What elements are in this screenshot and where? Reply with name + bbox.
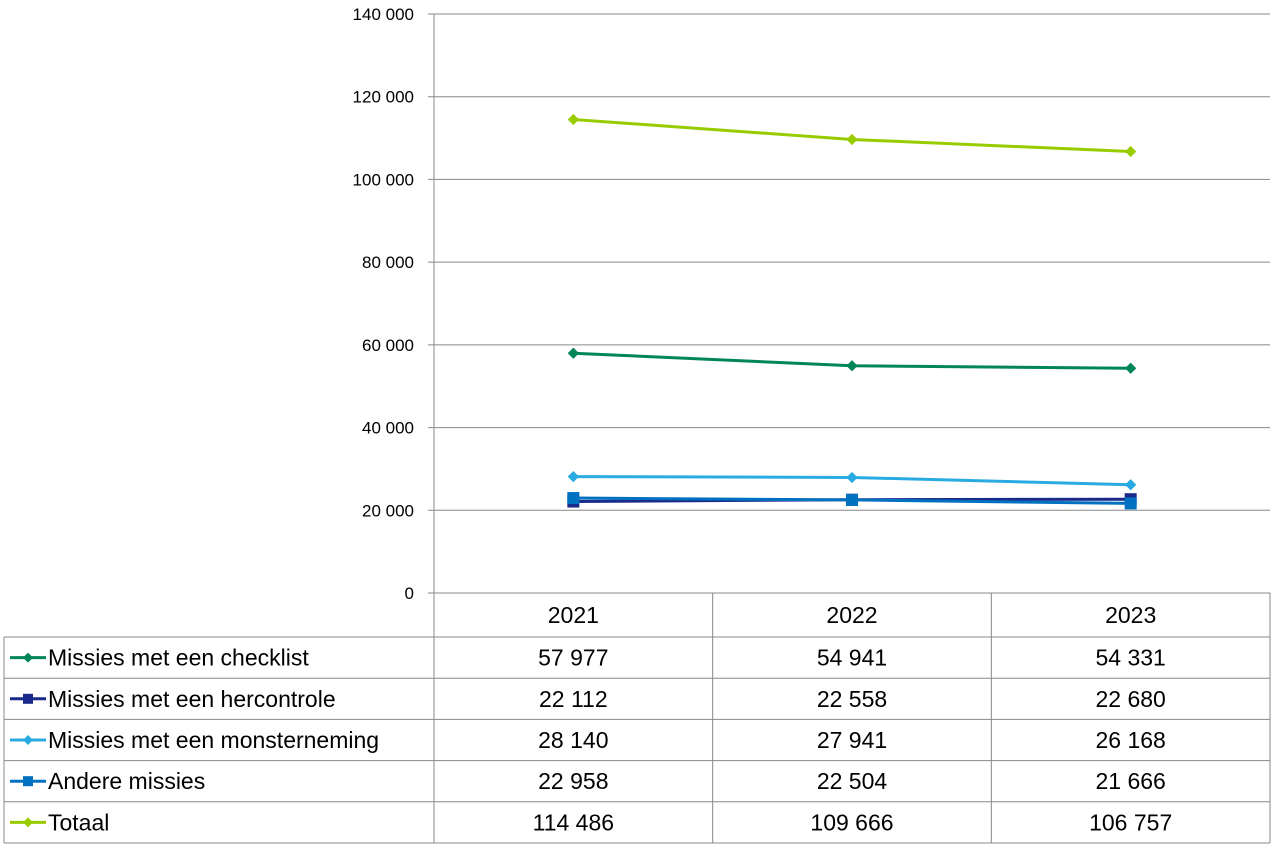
data-label: 54 331 [1095, 645, 1165, 671]
y-tick-label: 60 000 [362, 336, 414, 355]
data-point [846, 493, 858, 506]
data-point [1125, 145, 1137, 158]
data-label: 109 666 [810, 809, 893, 835]
data-label: 28 140 [538, 727, 608, 753]
data-label: 22 958 [538, 768, 608, 794]
data-point [23, 693, 33, 704]
legend-entry: Missies met een hercontrole [48, 686, 336, 712]
data-point [846, 133, 858, 146]
data-label: 54 941 [817, 645, 887, 671]
data-label: 26 168 [1095, 727, 1165, 753]
data-point [23, 817, 33, 828]
data-point [1124, 497, 1137, 510]
data-label: 106 757 [1089, 809, 1172, 835]
y-tick-label: 120 000 [353, 88, 414, 107]
series-2 [567, 470, 1137, 491]
data-point [23, 735, 33, 745]
x-category-label: 2021 [548, 602, 599, 628]
x-category-label: 2023 [1105, 602, 1156, 628]
data-point [567, 113, 579, 126]
data-point [23, 652, 33, 663]
y-tick-label: 40 000 [362, 419, 414, 438]
y-tick-label: 0 [405, 584, 414, 603]
y-axis-tick-labels: 0 20 000 40 000 60 000 80 000 100 000 120 000 1… [353, 5, 414, 603]
data-point [567, 347, 579, 359]
data-table: 2021 2022 2023 Missies met een checklist 57 … [3, 593, 1271, 844]
data-label: 22 112 [539, 686, 608, 712]
data-label: 27 941 [817, 727, 887, 753]
data-label: 114 486 [533, 809, 614, 835]
y-tick-label: 20 000 [362, 501, 414, 520]
data-label: 22 558 [817, 686, 887, 712]
data-point [567, 470, 579, 483]
legend-entry: Totaal [48, 809, 109, 835]
series-0 [567, 347, 1137, 374]
data-point [846, 360, 858, 372]
data-label: 57 977 [538, 645, 608, 671]
data-label: 22 504 [817, 768, 888, 794]
data-point [1125, 479, 1137, 491]
x-category-label: 2022 [826, 602, 877, 628]
y-tick-label: 80 000 [362, 253, 414, 272]
y-tick-label: 100 000 [353, 170, 414, 189]
legend-entry: Missies met een checklist [48, 645, 309, 671]
data-point [1125, 362, 1137, 374]
gridlines [428, 13, 1270, 594]
data-label: 22 680 [1095, 686, 1165, 712]
data-point [567, 492, 580, 505]
series-4 [567, 113, 1137, 158]
data-point [23, 776, 33, 787]
legend-entry: Andere missies [48, 768, 205, 794]
legend-entry: Missies met een monsterneming [48, 727, 379, 753]
data-point [846, 471, 858, 484]
data-label: 21 666 [1095, 768, 1165, 794]
series-lines [567, 113, 1137, 510]
series-3 [567, 492, 1137, 510]
y-tick-label: 140 000 [353, 5, 414, 24]
